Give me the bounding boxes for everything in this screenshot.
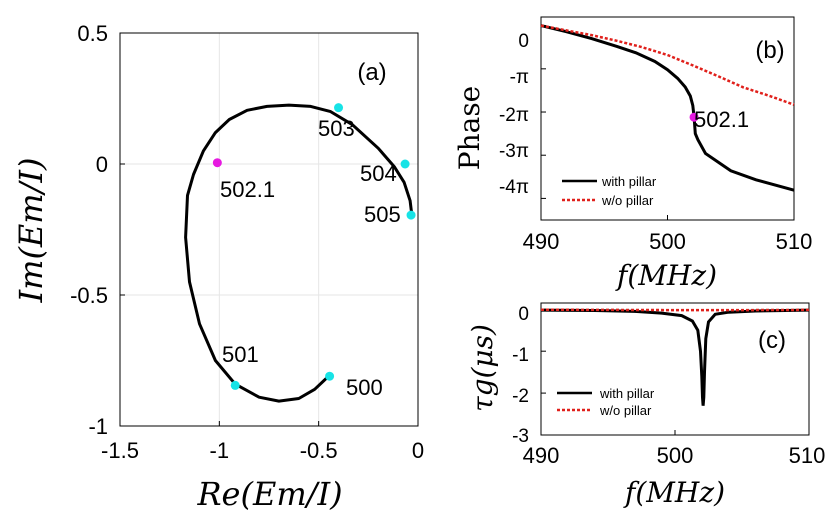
ytick-b-2: -2π	[499, 105, 529, 126]
series-b	[540, 24, 795, 220]
series-c	[540, 308, 810, 436]
marker-a-0	[325, 371, 335, 381]
panel-b: 0 -π -2π -3π -4π 490 500 510 (b) f(MHz) …	[453, 16, 813, 292]
marker-a-4	[400, 159, 410, 169]
axes-box-a	[119, 32, 419, 427]
legend-c-with: with pillar	[599, 386, 655, 401]
curve-a-line	[184, 103, 414, 403]
y-axis-title-c: τg(μs)	[466, 324, 499, 412]
panel-label-a: (a)	[357, 59, 386, 86]
marker-a-1	[230, 380, 240, 390]
xtick-a-1: -1	[210, 438, 230, 463]
markers-a	[212, 103, 416, 390]
axes-box-c	[540, 302, 810, 436]
series-b-1	[540, 24, 795, 106]
ytick-a-2: -0.5	[70, 283, 108, 308]
y-axis-title-a: Im(Em/I)	[12, 157, 50, 303]
legend-b-without: w/o pillar	[601, 193, 654, 208]
panel-label-c: (c)	[758, 327, 786, 354]
ytick-c-3: -3	[512, 426, 529, 447]
x-axis-title-b: f(MHz)	[615, 259, 717, 292]
marker-label-505: 505	[364, 202, 401, 227]
ytick-c-2: -2	[512, 386, 529, 407]
marker-a-2	[212, 158, 222, 168]
xtick-a-0: -1.5	[101, 438, 139, 463]
markers-b	[689, 112, 699, 122]
marker-a-5	[406, 210, 416, 220]
xtick-c-2: 510	[789, 443, 826, 468]
ytick-b-0: 0	[518, 31, 529, 52]
legend-b-with: with pillar	[601, 174, 657, 189]
xtick-b-1: 500	[649, 229, 686, 254]
marker-label-504: 504	[360, 161, 397, 186]
grid-a	[119, 32, 419, 427]
ytick-b-1: -π	[510, 67, 529, 88]
ytick-b-3: -3π	[499, 141, 529, 162]
ytick-a-3: -1	[88, 414, 108, 439]
xtick-c-1: 500	[657, 443, 694, 468]
xtick-a-3: 0	[412, 438, 424, 463]
xtick-b-0: 490	[523, 229, 560, 254]
panel-a: -1.5 -1 -0.5 0 0.5 0 -0.5 -1 (a) Re(Em/I…	[12, 21, 424, 513]
marker-label-500: 500	[346, 375, 383, 400]
panel-label-b: (b)	[755, 37, 784, 64]
ytick-a-1: 0	[96, 152, 108, 177]
marker-b-0	[689, 112, 699, 122]
marker-label-503: 503	[318, 116, 355, 141]
ytick-c-0: 0	[518, 304, 529, 325]
legend-c: with pillar w/o pillar	[557, 386, 655, 418]
x-axis-title-c: f(MHz)	[623, 476, 725, 509]
series-b-0	[540, 24, 795, 192]
legend-b: with pillar w/o pillar	[562, 174, 657, 208]
y-axis-title-b: Phase	[453, 86, 486, 171]
marker-label-502-1: 502.1	[220, 177, 275, 202]
marker-label-b-502-1: 502.1	[694, 107, 749, 132]
xtick-a-2: -0.5	[300, 438, 338, 463]
marker-label-501: 501	[222, 342, 259, 367]
series-c-0	[540, 308, 810, 406]
ytick-b-4: -4π	[499, 177, 529, 198]
xtick-b-2: 510	[776, 229, 813, 254]
curve-a	[184, 103, 414, 403]
xtick-c-0: 490	[523, 443, 560, 468]
panel-c: 0 -1 -2 -3 490 500 510 (c) f(MHz) τg(μs)…	[466, 302, 826, 509]
marker-a-3	[334, 103, 344, 113]
ytick-a-0: 0.5	[77, 21, 108, 46]
ytick-c-1: -1	[512, 345, 529, 366]
x-axis-title-a: Re(Em/I)	[196, 475, 342, 513]
legend-c-without: w/o pillar	[599, 403, 652, 418]
